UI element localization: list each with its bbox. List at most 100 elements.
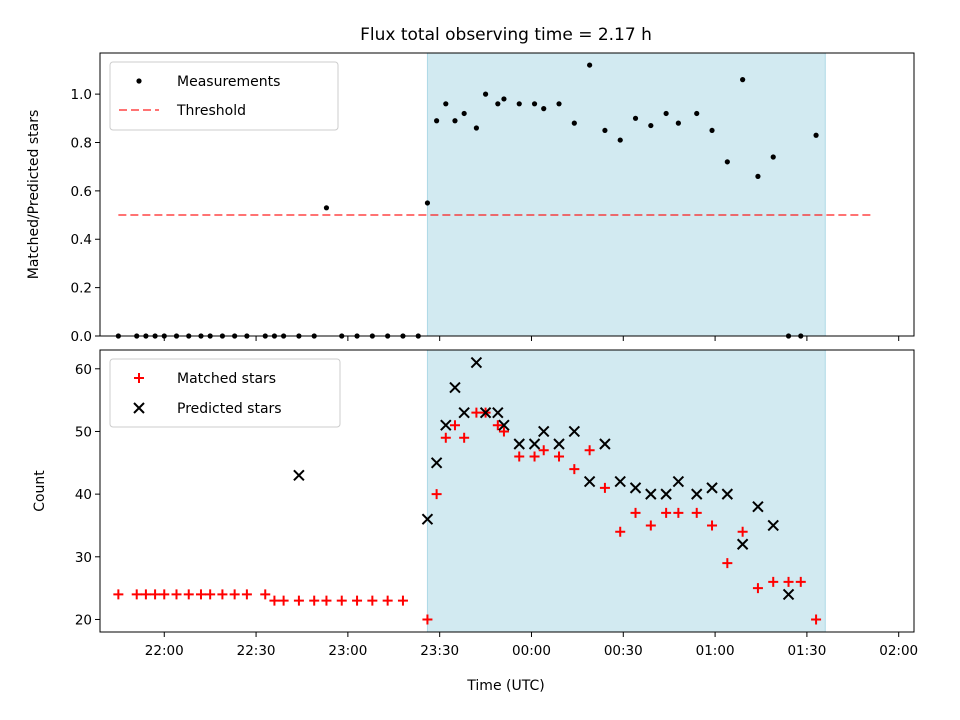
matched-star-marker bbox=[673, 507, 684, 518]
matched-star-marker bbox=[630, 507, 641, 518]
matched-star-marker bbox=[783, 576, 794, 587]
count-xtick-label: 01:30 bbox=[787, 643, 826, 659]
measurement-point bbox=[755, 173, 761, 179]
count-y-axis-label: Count bbox=[32, 470, 48, 512]
count-ytick-label: 40 bbox=[75, 487, 92, 503]
matched-star-marker bbox=[150, 589, 161, 600]
predicted-star-marker bbox=[736, 538, 749, 550]
predicted-star-marker bbox=[599, 438, 611, 450]
count-xtick-label: 23:30 bbox=[420, 643, 459, 659]
matched-star-marker bbox=[449, 420, 460, 431]
matched-star-marker bbox=[471, 407, 482, 418]
matched-star-marker bbox=[795, 576, 806, 587]
measurement-point bbox=[434, 118, 440, 124]
ratio-axes-frame bbox=[99, 52, 915, 337]
measurement-point bbox=[675, 120, 681, 126]
matched-star-marker bbox=[195, 589, 206, 600]
matched-star-marker bbox=[431, 489, 442, 500]
predicted-star-marker bbox=[721, 488, 734, 500]
ratio-ytick-label: 0.2 bbox=[71, 281, 92, 297]
ratio-y-ticks: 0.0 0.2 0.4 0.6 0.8 1.0 bbox=[71, 87, 100, 345]
measurement-point bbox=[541, 106, 547, 112]
matched-star-marker bbox=[352, 595, 363, 606]
matched-star-marker bbox=[422, 614, 433, 625]
measurement-point bbox=[694, 110, 700, 117]
measurement-point bbox=[473, 125, 479, 131]
predicted-star-marker bbox=[660, 488, 672, 500]
predicted-star-marker bbox=[492, 406, 504, 419]
matched-star-marker bbox=[183, 589, 194, 600]
measurement-point bbox=[516, 101, 522, 107]
matched-star-marker bbox=[140, 589, 151, 600]
ratio-ytick-label: 0.4 bbox=[71, 232, 92, 248]
legend-matched-marker bbox=[134, 373, 144, 383]
matched-star-marker bbox=[615, 526, 626, 537]
count-axes-frame bbox=[99, 349, 915, 633]
count-plot-area: 20 30 40 50 60 22:00 22:30 23:00 23:30 00:00 00:3… bbox=[75, 349, 918, 659]
measurement-point bbox=[531, 101, 538, 107]
legend-box bbox=[109, 61, 339, 131]
predicted-star-marker bbox=[583, 475, 596, 488]
predicted-star-marker bbox=[553, 438, 565, 450]
predicted-star-marker bbox=[691, 488, 703, 500]
matched-star-marker bbox=[113, 589, 124, 600]
matched-star-marker bbox=[382, 595, 393, 606]
predicted-star-marker bbox=[767, 519, 779, 532]
matched-star-marker bbox=[569, 464, 580, 475]
matched-star-marker bbox=[269, 595, 280, 606]
predicted-star-marker bbox=[470, 356, 483, 369]
predicted-star-marker bbox=[672, 475, 685, 488]
ratio-ytick-label: 0.6 bbox=[71, 184, 92, 200]
predicted-star-marker bbox=[421, 513, 434, 525]
matched-star-marker bbox=[752, 583, 763, 594]
predicted-star-marker bbox=[614, 475, 626, 488]
predicted-star-marker bbox=[752, 500, 764, 513]
observing-window-shade-bottom bbox=[426, 349, 826, 633]
measurement-point bbox=[495, 101, 501, 107]
matched-star-marker bbox=[768, 576, 779, 587]
matched-star-marker bbox=[645, 520, 656, 531]
legend-predicted-label: Predicted stars bbox=[177, 401, 282, 417]
count-xtick-label: 22:00 bbox=[145, 643, 184, 659]
predicted-star-marker bbox=[706, 482, 718, 494]
matched-star-points bbox=[113, 407, 822, 625]
matched-star-marker bbox=[367, 595, 378, 606]
matched-star-marker bbox=[217, 589, 228, 600]
matched-star-marker bbox=[737, 526, 748, 537]
measurement-point bbox=[452, 118, 458, 124]
predicted-star-marker bbox=[430, 457, 443, 469]
matched-star-marker bbox=[554, 451, 565, 462]
count-ytick-label: 50 bbox=[75, 424, 92, 440]
measurement-point bbox=[461, 110, 467, 117]
matched-star-marker bbox=[440, 432, 451, 443]
matched-star-marker bbox=[691, 507, 702, 518]
count-legend: Matched stars Predicted stars bbox=[109, 358, 341, 428]
matched-star-marker bbox=[514, 451, 525, 462]
legend-box bbox=[109, 358, 341, 428]
count-xtick-label: 00:00 bbox=[512, 643, 551, 659]
measurement-point bbox=[587, 62, 593, 68]
measurement-point bbox=[501, 96, 507, 102]
matched-star-marker bbox=[661, 507, 672, 518]
predicted-star-points bbox=[293, 356, 795, 601]
matched-star-marker bbox=[131, 589, 142, 600]
count-xtick-label: 01:00 bbox=[696, 643, 735, 659]
predicted-star-marker bbox=[440, 419, 452, 431]
measurement-point bbox=[323, 205, 330, 211]
measurement-point bbox=[617, 137, 623, 143]
legend-predicted-marker bbox=[133, 402, 145, 414]
matched-star-marker bbox=[459, 432, 470, 443]
measurement-point bbox=[740, 77, 746, 83]
matched-star-marker bbox=[159, 589, 170, 600]
measurement-point bbox=[571, 120, 577, 126]
measurement-point bbox=[709, 127, 715, 134]
matched-star-marker bbox=[722, 558, 733, 569]
matched-star-marker bbox=[529, 451, 540, 462]
ratio-ytick-label: 0.0 bbox=[71, 329, 92, 345]
measurement-point bbox=[724, 159, 730, 165]
predicted-star-marker bbox=[568, 425, 581, 438]
legend-threshold-label: Threshold bbox=[176, 103, 246, 119]
matched-star-marker bbox=[260, 589, 271, 600]
count-xtick-label: 02:00 bbox=[879, 643, 918, 659]
